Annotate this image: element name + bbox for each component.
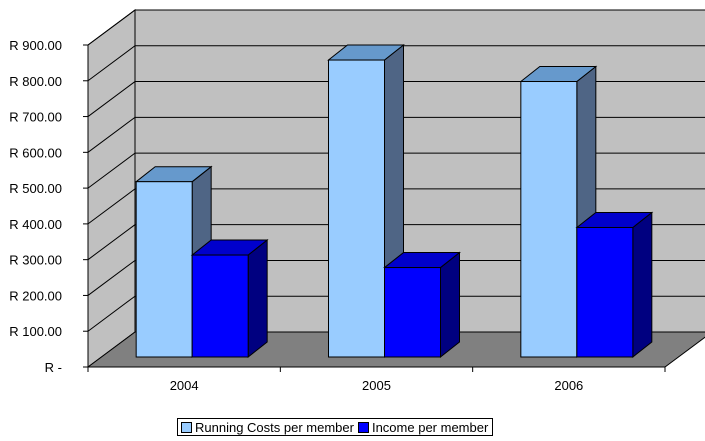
x-tick-label: 2004 bbox=[170, 378, 199, 393]
y-tick-label: R 800.00 bbox=[9, 74, 62, 89]
y-tick-label: R 700.00 bbox=[9, 110, 62, 125]
bar-front bbox=[576, 226, 634, 358]
legend-item-income: Income per member bbox=[357, 419, 489, 435]
bar-income-2005 bbox=[383, 251, 461, 359]
bar-front bbox=[135, 181, 193, 358]
legend-label-running-costs: Running Costs per member bbox=[195, 419, 354, 435]
gridline bbox=[87, 295, 705, 332]
y-tick-label: R 100.00 bbox=[9, 324, 62, 339]
gridline bbox=[87, 152, 705, 189]
gridline bbox=[87, 9, 705, 46]
bar-front bbox=[191, 254, 249, 358]
x-tick-label: 2005 bbox=[362, 378, 391, 393]
y-tick-label: R - bbox=[45, 360, 62, 375]
bar-front bbox=[384, 267, 441, 358]
bar-front bbox=[520, 81, 578, 358]
legend-label-income: Income per member bbox=[371, 419, 489, 435]
gridline bbox=[87, 45, 705, 82]
bar-income-2004 bbox=[190, 239, 269, 359]
gridline bbox=[87, 116, 705, 153]
y-tick-label: R 300.00 bbox=[9, 253, 62, 268]
legend: Running Costs per member Income per memb… bbox=[177, 418, 494, 436]
gridline bbox=[87, 81, 705, 117]
legend-item-running-costs: Running Costs per member bbox=[181, 420, 354, 435]
y-tick-label: R 600.00 bbox=[9, 145, 62, 160]
legend-swatch-running-costs bbox=[181, 421, 192, 433]
bar-side bbox=[247, 239, 268, 359]
legend-swatch-income bbox=[357, 421, 369, 433]
y-tick-label: R 200.00 bbox=[9, 288, 62, 303]
gridline bbox=[87, 188, 705, 225]
y-tick-label: R 500.00 bbox=[9, 181, 62, 196]
x-tick-label: 2006 bbox=[554, 378, 583, 393]
y-tick-label: R 900.00 bbox=[9, 38, 62, 53]
bar-income-2006 bbox=[575, 211, 654, 359]
bar-side bbox=[440, 251, 460, 359]
y-tick-label: R 400.00 bbox=[9, 217, 62, 232]
gridline bbox=[87, 259, 705, 296]
bar-side bbox=[632, 211, 653, 359]
gridline bbox=[87, 224, 705, 261]
bar-front bbox=[328, 59, 385, 358]
